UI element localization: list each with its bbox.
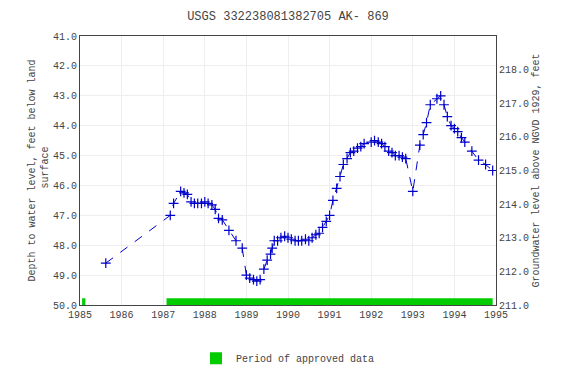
svg-text:41.0: 41.0 [53, 32, 77, 43]
svg-text:211.0: 211.0 [499, 301, 529, 312]
svg-text:48.0: 48.0 [53, 241, 77, 252]
svg-text:49.0: 49.0 [53, 271, 77, 282]
svg-text:46.0: 46.0 [53, 181, 77, 192]
svg-text:1991: 1991 [318, 310, 342, 321]
svg-text:USGS 332238081382705 AK- 869: USGS 332238081382705 AK- 869 [187, 10, 389, 24]
svg-text:43.0: 43.0 [53, 91, 77, 102]
svg-text:Depth to water level, feet bel: Depth to water level, feet below land su… [27, 59, 51, 281]
svg-text:1985: 1985 [68, 310, 92, 321]
svg-text:44.0: 44.0 [53, 121, 77, 132]
svg-text:47.0: 47.0 [53, 211, 77, 222]
svg-text:218.0: 218.0 [499, 65, 529, 76]
svg-text:1989: 1989 [234, 310, 258, 321]
svg-text:42.0: 42.0 [53, 61, 77, 72]
svg-text:212.0: 212.0 [499, 267, 529, 278]
svg-text:1990: 1990 [276, 310, 300, 321]
svg-text:1995: 1995 [484, 310, 508, 321]
svg-text:50.0: 50.0 [53, 301, 77, 312]
svg-text:Groundwater level above NGVD 1: Groundwater level above NGVD 1929, feet [531, 53, 542, 287]
svg-text:215.0: 215.0 [499, 166, 529, 177]
svg-text:217.0: 217.0 [499, 99, 529, 110]
svg-text:1987: 1987 [151, 310, 175, 321]
svg-text:1988: 1988 [193, 310, 217, 321]
svg-text:1986: 1986 [110, 310, 134, 321]
svg-text:45.0: 45.0 [53, 151, 77, 162]
svg-text:Period of approved data: Period of approved data [236, 354, 374, 365]
svg-text:1993: 1993 [401, 310, 425, 321]
svg-text:1994: 1994 [442, 310, 466, 321]
svg-text:213.0: 213.0 [499, 233, 529, 244]
svg-text:216.0: 216.0 [499, 132, 529, 143]
svg-text:214.0: 214.0 [499, 200, 529, 211]
svg-text:1992: 1992 [359, 310, 383, 321]
